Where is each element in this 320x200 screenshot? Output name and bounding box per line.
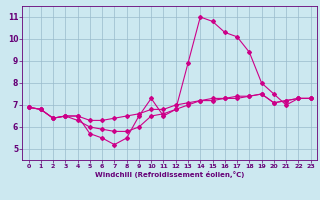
X-axis label: Windchill (Refroidissement éolien,°C): Windchill (Refroidissement éolien,°C) <box>95 171 244 178</box>
